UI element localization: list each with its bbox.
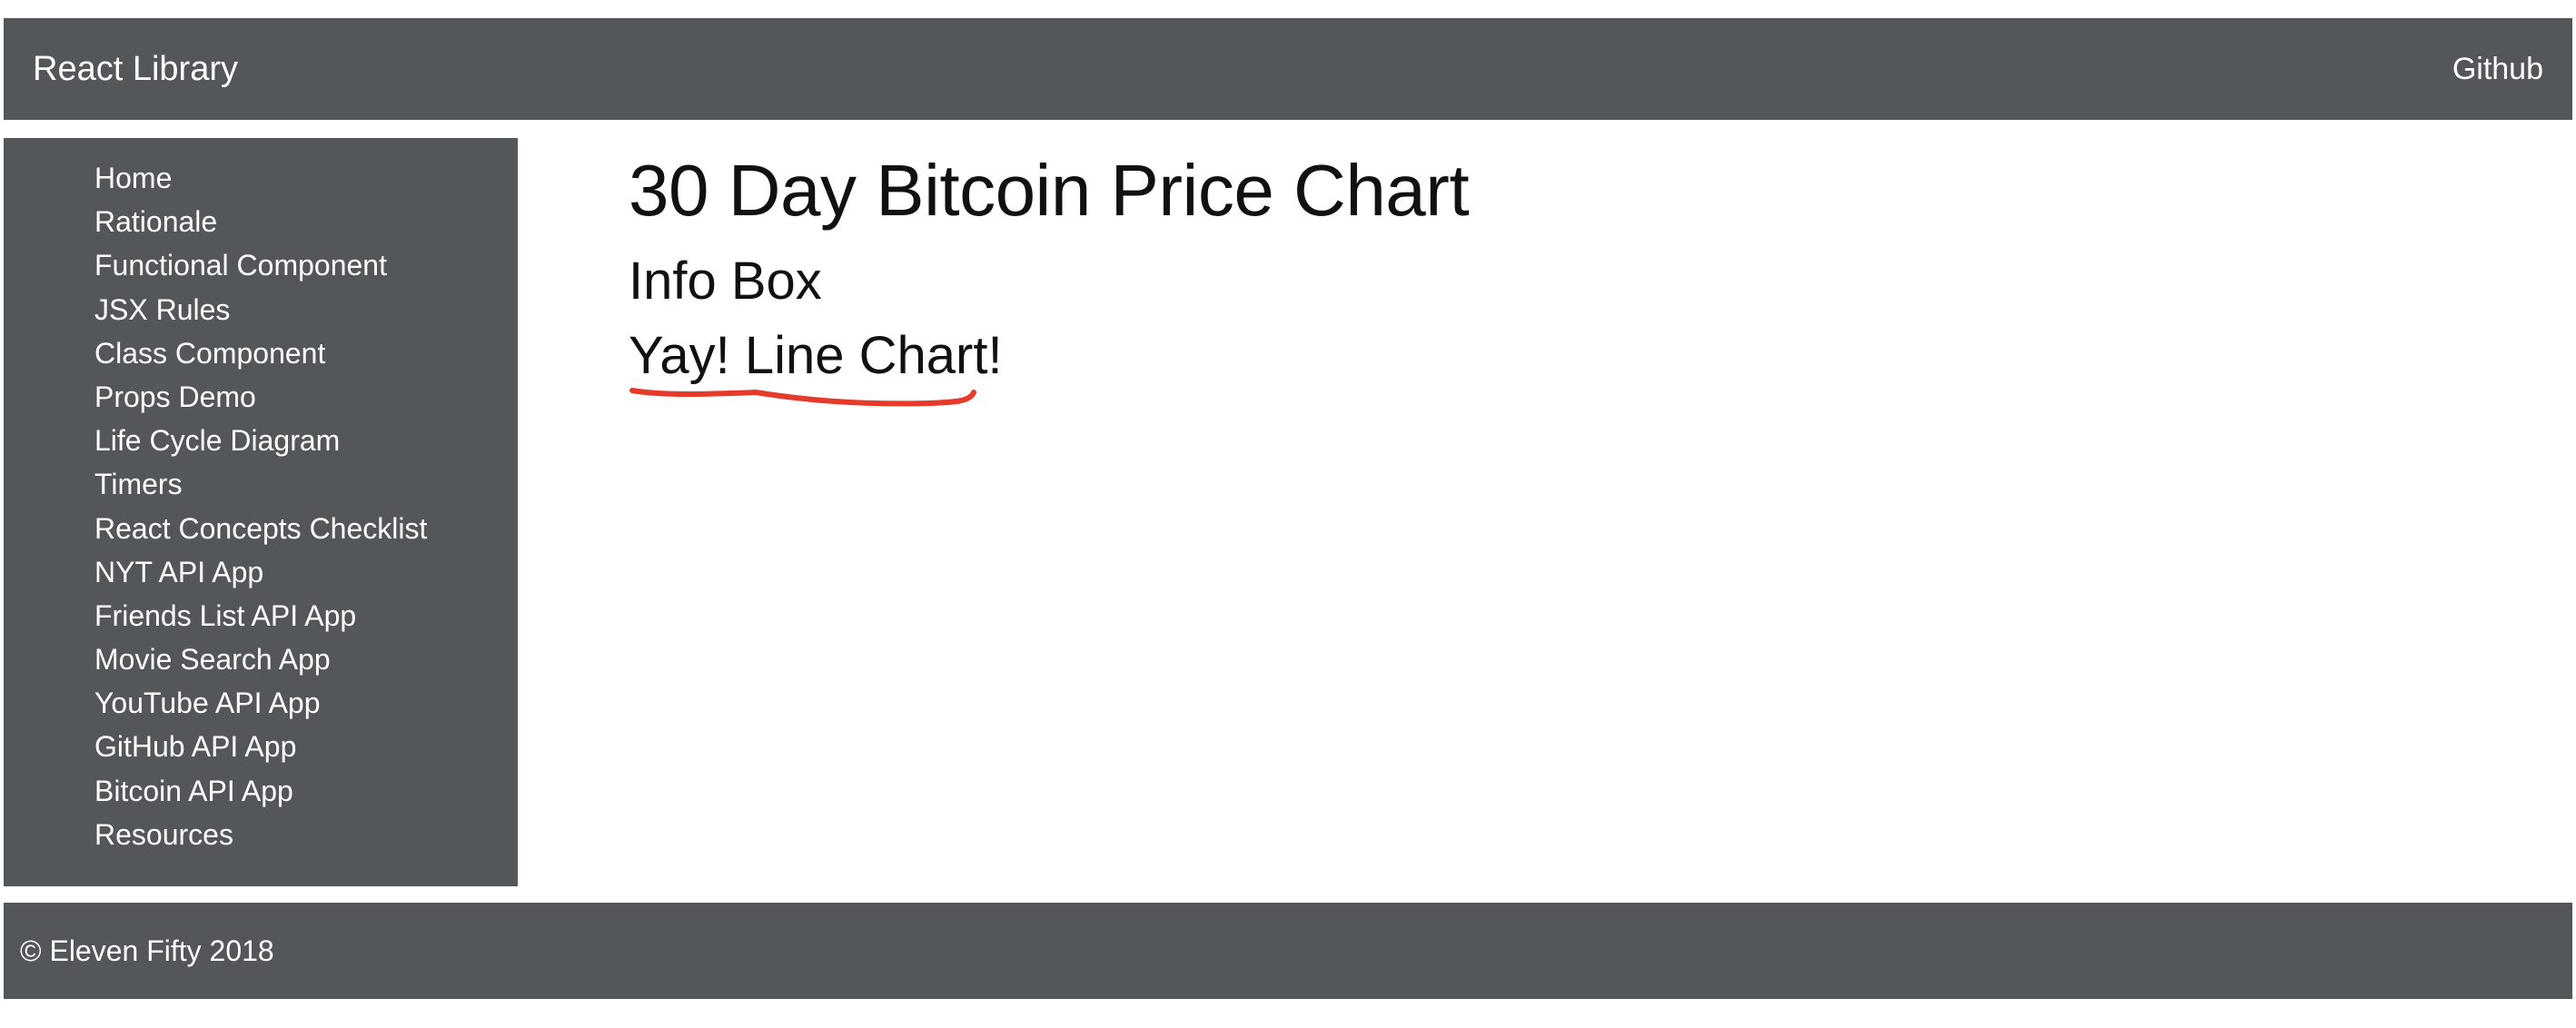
footer: © Eleven Fifty 2018 <box>4 903 2572 999</box>
sidebar-link-props-demo[interactable]: Props Demo <box>94 380 256 413</box>
brand-link[interactable]: React Library <box>33 50 238 88</box>
sidebar-link-timers[interactable]: Timers <box>94 468 183 501</box>
sidebar-link-movie-search-app[interactable]: Movie Search App <box>94 643 331 677</box>
sidebar-nav: Home Rationale Functional Component JSX … <box>94 156 427 856</box>
sidebar-link-friends-list-api-app[interactable]: Friends List API App <box>94 598 357 632</box>
sidebar-item-youtube-api-app: YouTube API App <box>94 681 427 725</box>
sidebar-item-home: Home <box>94 156 427 200</box>
sidebar-item-rationale: Rationale <box>94 200 427 243</box>
sidebar-item-react-concepts-checklist: React Concepts Checklist <box>94 507 427 550</box>
sidebar-link-jsx-rules[interactable]: JSX Rules <box>94 292 231 326</box>
line-chart-heading: Yay! Line Chart! <box>629 326 1003 385</box>
sidebar-item-functional-component: Functional Component <box>94 243 427 287</box>
sidebar-item-class-component: Class Component <box>94 331 427 375</box>
sidebar-item-jsx-rules: JSX Rules <box>94 288 427 331</box>
sidebar-link-resources[interactable]: Resources <box>94 817 233 851</box>
sidebar-item-timers: Timers <box>94 462 427 506</box>
sidebar-item-props-demo: Props Demo <box>94 375 427 419</box>
sidebar-item-friends-list-api-app: Friends List API App <box>94 594 427 638</box>
page-title: 30 Day Bitcoin Price Chart <box>629 150 1470 231</box>
sidebar-item-life-cycle-diagram: Life Cycle Diagram <box>94 419 427 462</box>
sidebar-link-youtube-api-app[interactable]: YouTube API App <box>94 687 321 720</box>
sidebar-link-rationale[interactable]: Rationale <box>94 205 218 239</box>
top-navbar: React Library Github <box>4 18 2572 120</box>
sidebar-link-github-api-app[interactable]: GitHub API App <box>94 730 297 764</box>
sidebar-link-nyt-api-app[interactable]: NYT API App <box>94 555 264 588</box>
sidebar-link-functional-component[interactable]: Functional Component <box>94 249 387 282</box>
sidebar-item-movie-search-app: Movie Search App <box>94 638 427 681</box>
sidebar-item-nyt-api-app: NYT API App <box>94 550 427 594</box>
sidebar-link-bitcoin-api-app[interactable]: Bitcoin API App <box>94 774 293 807</box>
sidebar-item-resources: Resources <box>94 813 427 856</box>
sidebar-link-home[interactable]: Home <box>94 162 173 194</box>
sidebar-link-react-concepts-checklist[interactable]: React Concepts Checklist <box>94 511 428 545</box>
sidebar: Home Rationale Functional Component JSX … <box>4 138 518 886</box>
hand-drawn-underline <box>629 388 976 407</box>
sidebar-link-class-component[interactable]: Class Component <box>94 336 326 370</box>
github-link[interactable]: Github <box>2452 52 2543 86</box>
sidebar-link-life-cycle-diagram[interactable]: Life Cycle Diagram <box>94 424 341 458</box>
sidebar-item-github-api-app: GitHub API App <box>94 725 427 768</box>
info-box-heading: Info Box <box>629 252 822 311</box>
sidebar-item-bitcoin-api-app: Bitcoin API App <box>94 769 427 813</box>
main-content: 30 Day Bitcoin Price Chart Info Box Yay!… <box>629 138 2536 883</box>
footer-copyright: © Eleven Fifty 2018 <box>20 934 274 967</box>
